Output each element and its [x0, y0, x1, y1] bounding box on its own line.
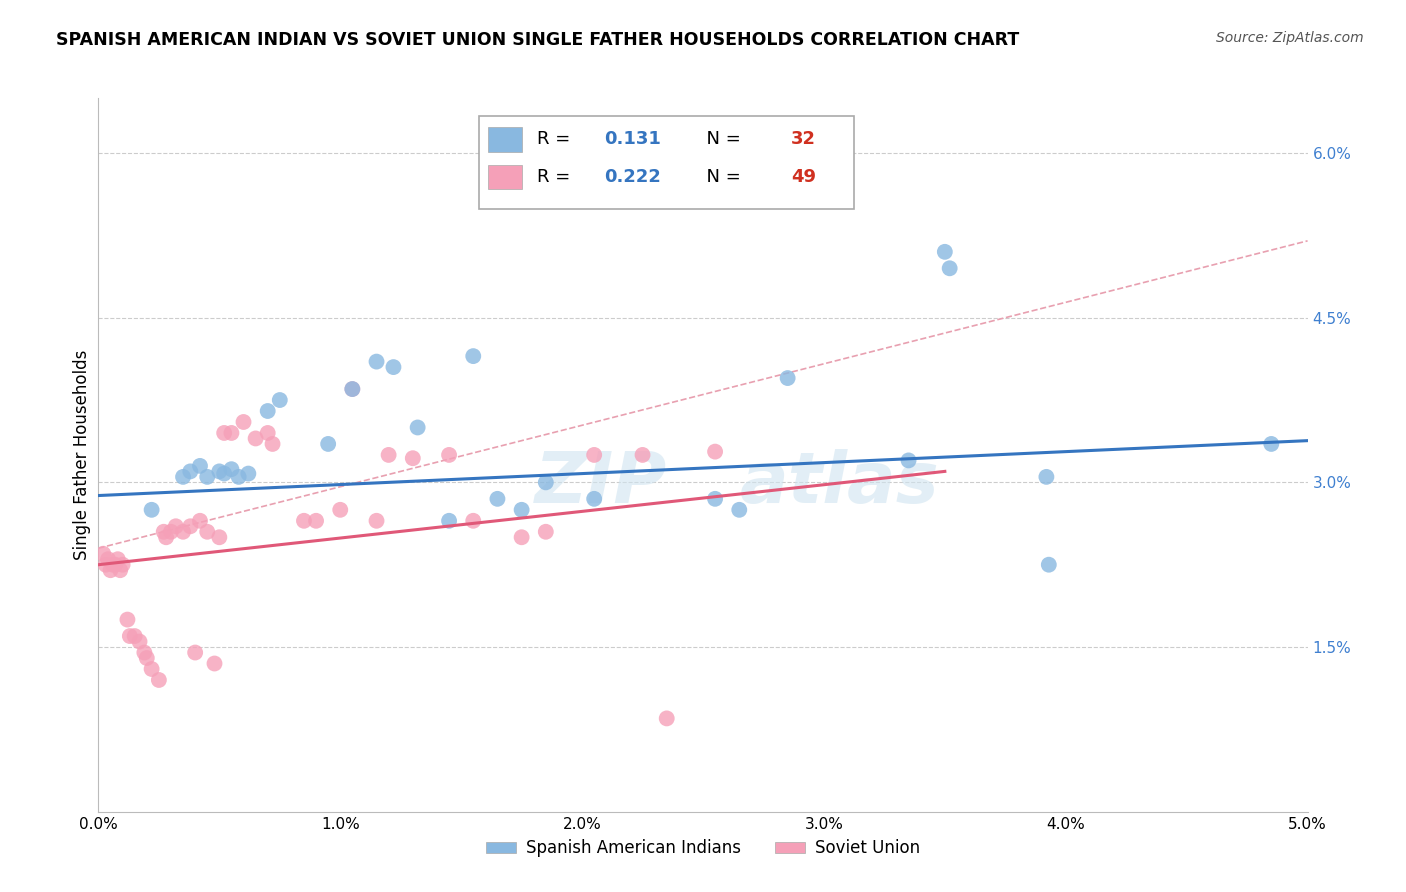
Point — [262, 437, 284, 451]
Point — [141, 503, 163, 517]
Point — [583, 491, 606, 506]
Text: 0.222: 0.222 — [603, 168, 661, 186]
Point — [111, 558, 134, 572]
Point — [776, 371, 799, 385]
Point — [208, 464, 231, 478]
Point — [212, 425, 235, 440]
Point — [534, 524, 557, 539]
Point — [342, 382, 364, 396]
Point — [128, 634, 150, 648]
FancyBboxPatch shape — [488, 128, 522, 152]
Point — [256, 425, 278, 440]
Point — [155, 530, 177, 544]
Point — [238, 467, 260, 481]
Point — [94, 558, 117, 572]
Point — [232, 415, 254, 429]
Point — [208, 530, 231, 544]
Point — [221, 425, 243, 440]
Point — [179, 464, 201, 478]
Point — [152, 524, 174, 539]
Text: 32: 32 — [792, 130, 817, 148]
Text: R =: R = — [537, 168, 576, 186]
Point — [342, 382, 364, 396]
FancyBboxPatch shape — [488, 165, 522, 189]
Point — [188, 458, 211, 473]
Point — [172, 470, 194, 484]
Text: 0.131: 0.131 — [603, 130, 661, 148]
Point — [188, 514, 211, 528]
Point — [100, 563, 122, 577]
Point — [704, 491, 727, 506]
Point — [934, 244, 956, 259]
Point — [534, 475, 557, 490]
Point — [117, 613, 139, 627]
Point — [101, 558, 124, 572]
Point — [124, 629, 146, 643]
Point — [728, 503, 751, 517]
Point — [212, 467, 235, 481]
Text: atlas: atlas — [740, 449, 939, 518]
Y-axis label: Single Father Households: Single Father Households — [73, 350, 91, 560]
Point — [245, 432, 267, 446]
Point — [583, 448, 606, 462]
Point — [184, 646, 207, 660]
Point — [382, 360, 405, 375]
Point — [135, 651, 157, 665]
Point — [97, 552, 120, 566]
Point — [897, 453, 920, 467]
Text: N =: N = — [695, 130, 747, 148]
Point — [108, 563, 131, 577]
Point — [305, 514, 328, 528]
Text: R =: R = — [537, 130, 576, 148]
Point — [366, 514, 388, 528]
Point — [269, 392, 291, 407]
Point — [292, 514, 315, 528]
Point — [510, 530, 533, 544]
Point — [179, 519, 201, 533]
Point — [1260, 437, 1282, 451]
Point — [463, 514, 485, 528]
Text: SPANISH AMERICAN INDIAN VS SOVIET UNION SINGLE FATHER HOUSEHOLDS CORRELATION CHA: SPANISH AMERICAN INDIAN VS SOVIET UNION … — [56, 31, 1019, 49]
Point — [1035, 470, 1057, 484]
Point — [91, 547, 114, 561]
Point — [134, 646, 156, 660]
Point — [160, 524, 183, 539]
Point — [406, 420, 429, 434]
Point — [486, 491, 509, 506]
Point — [366, 354, 388, 368]
Point — [141, 662, 163, 676]
Point — [704, 444, 727, 458]
Point — [204, 657, 226, 671]
Point — [228, 470, 250, 484]
Point — [655, 711, 678, 725]
Point — [195, 524, 218, 539]
Point — [256, 404, 278, 418]
Point — [104, 558, 127, 572]
Point — [631, 448, 654, 462]
Point — [107, 552, 129, 566]
Legend: Spanish American Indians, Soviet Union: Spanish American Indians, Soviet Union — [479, 833, 927, 864]
Point — [165, 519, 187, 533]
Point — [437, 448, 460, 462]
Point — [402, 451, 425, 466]
Text: N =: N = — [695, 168, 747, 186]
Point — [377, 448, 399, 462]
Text: 49: 49 — [792, 168, 817, 186]
Text: Source: ZipAtlas.com: Source: ZipAtlas.com — [1216, 31, 1364, 45]
Point — [463, 349, 485, 363]
Point — [118, 629, 141, 643]
FancyBboxPatch shape — [479, 116, 855, 209]
Point — [437, 514, 460, 528]
Point — [938, 261, 960, 276]
Point — [195, 470, 218, 484]
Point — [329, 503, 352, 517]
Point — [221, 462, 243, 476]
Point — [316, 437, 339, 451]
Point — [1038, 558, 1060, 572]
Point — [510, 503, 533, 517]
Point — [148, 673, 170, 687]
Point — [172, 524, 194, 539]
Text: ZIP: ZIP — [534, 449, 666, 518]
